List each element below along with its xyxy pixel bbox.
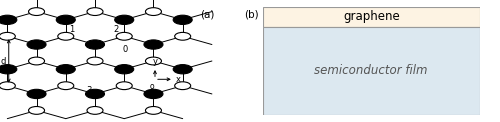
Text: o: o bbox=[150, 82, 154, 91]
Text: 1: 1 bbox=[69, 25, 74, 34]
Bar bbox=[262, 27, 480, 115]
Circle shape bbox=[86, 89, 104, 99]
Circle shape bbox=[86, 40, 104, 49]
Circle shape bbox=[56, 65, 76, 74]
Circle shape bbox=[114, 65, 134, 74]
Circle shape bbox=[27, 40, 46, 49]
Circle shape bbox=[28, 107, 44, 114]
Circle shape bbox=[58, 82, 74, 90]
Circle shape bbox=[144, 40, 163, 49]
Circle shape bbox=[146, 107, 162, 114]
Circle shape bbox=[56, 15, 76, 24]
Circle shape bbox=[87, 107, 103, 114]
Text: d: d bbox=[0, 56, 6, 66]
Circle shape bbox=[0, 65, 17, 74]
Circle shape bbox=[146, 8, 162, 15]
Text: 2: 2 bbox=[114, 25, 119, 34]
Bar bbox=[262, 7, 480, 27]
Text: y: y bbox=[152, 57, 158, 66]
Circle shape bbox=[114, 15, 134, 24]
Circle shape bbox=[27, 89, 46, 99]
Text: graphene: graphene bbox=[343, 10, 400, 23]
Text: semiconductor film: semiconductor film bbox=[314, 64, 428, 77]
Text: (a): (a) bbox=[200, 10, 214, 20]
Text: (b): (b) bbox=[244, 10, 258, 20]
Circle shape bbox=[174, 32, 190, 40]
Circle shape bbox=[58, 32, 74, 40]
Circle shape bbox=[116, 82, 132, 90]
Text: x: x bbox=[176, 75, 181, 84]
Circle shape bbox=[0, 32, 16, 40]
Circle shape bbox=[0, 82, 16, 90]
Circle shape bbox=[146, 57, 162, 65]
Circle shape bbox=[174, 82, 190, 90]
Text: 3: 3 bbox=[86, 86, 92, 95]
Circle shape bbox=[87, 8, 103, 15]
Circle shape bbox=[116, 32, 132, 40]
Circle shape bbox=[28, 57, 44, 65]
Circle shape bbox=[144, 89, 163, 99]
Circle shape bbox=[0, 15, 17, 24]
Circle shape bbox=[87, 57, 103, 65]
Text: 0: 0 bbox=[122, 45, 128, 54]
Circle shape bbox=[173, 15, 192, 24]
Circle shape bbox=[173, 65, 192, 74]
Circle shape bbox=[28, 8, 44, 15]
